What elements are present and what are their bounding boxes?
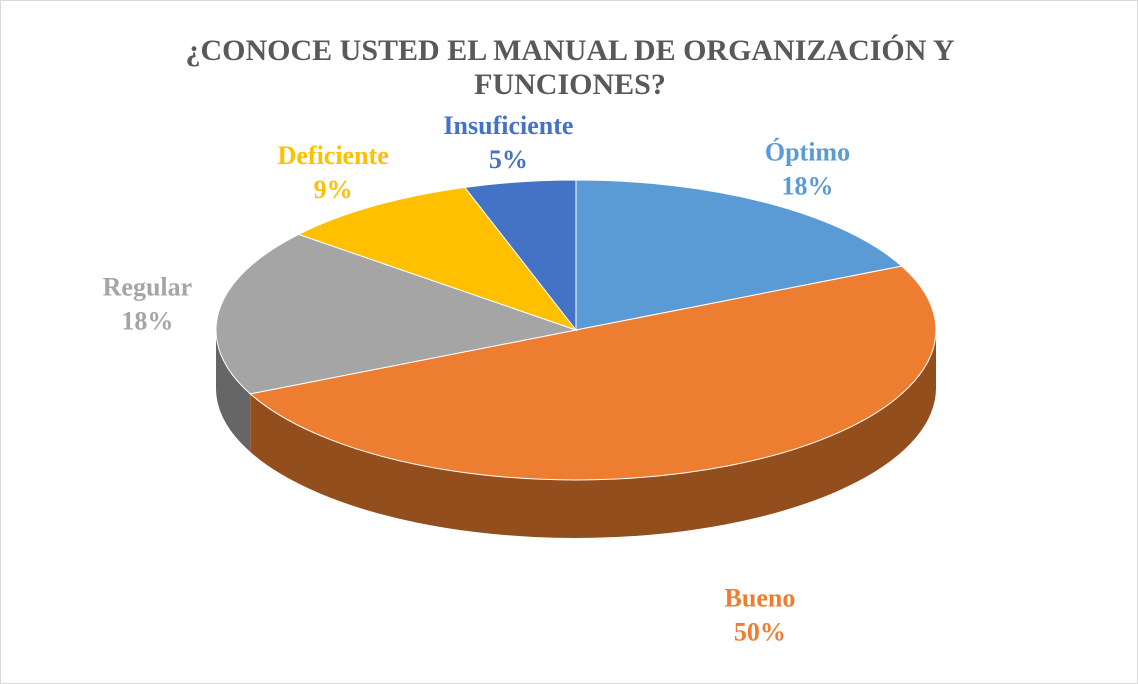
data-label-name: Deficiente (278, 141, 389, 170)
data-label-value: 9% (314, 175, 353, 204)
slice (463, 179, 577, 332)
slice (297, 186, 578, 332)
data-label-name: Insuficiente (443, 111, 573, 140)
chart-title: ¿CONOCE USTED EL MANUAL DE ORGANIZACIÓN … (185, 34, 955, 101)
data-label-name: Bueno (725, 584, 796, 613)
slice (215, 233, 578, 395)
slice (575, 179, 903, 331)
data-label-value: 50% (734, 618, 786, 647)
data-label-name: Regular (103, 272, 193, 301)
data-label-value: 18% (121, 306, 173, 335)
slice-side (216, 330, 251, 452)
slice-side (250, 330, 936, 538)
data-label-value: 18% (781, 172, 833, 201)
slice (249, 265, 937, 481)
data-label-name: Óptimo (765, 138, 850, 167)
data-label-value: 5% (489, 145, 528, 174)
